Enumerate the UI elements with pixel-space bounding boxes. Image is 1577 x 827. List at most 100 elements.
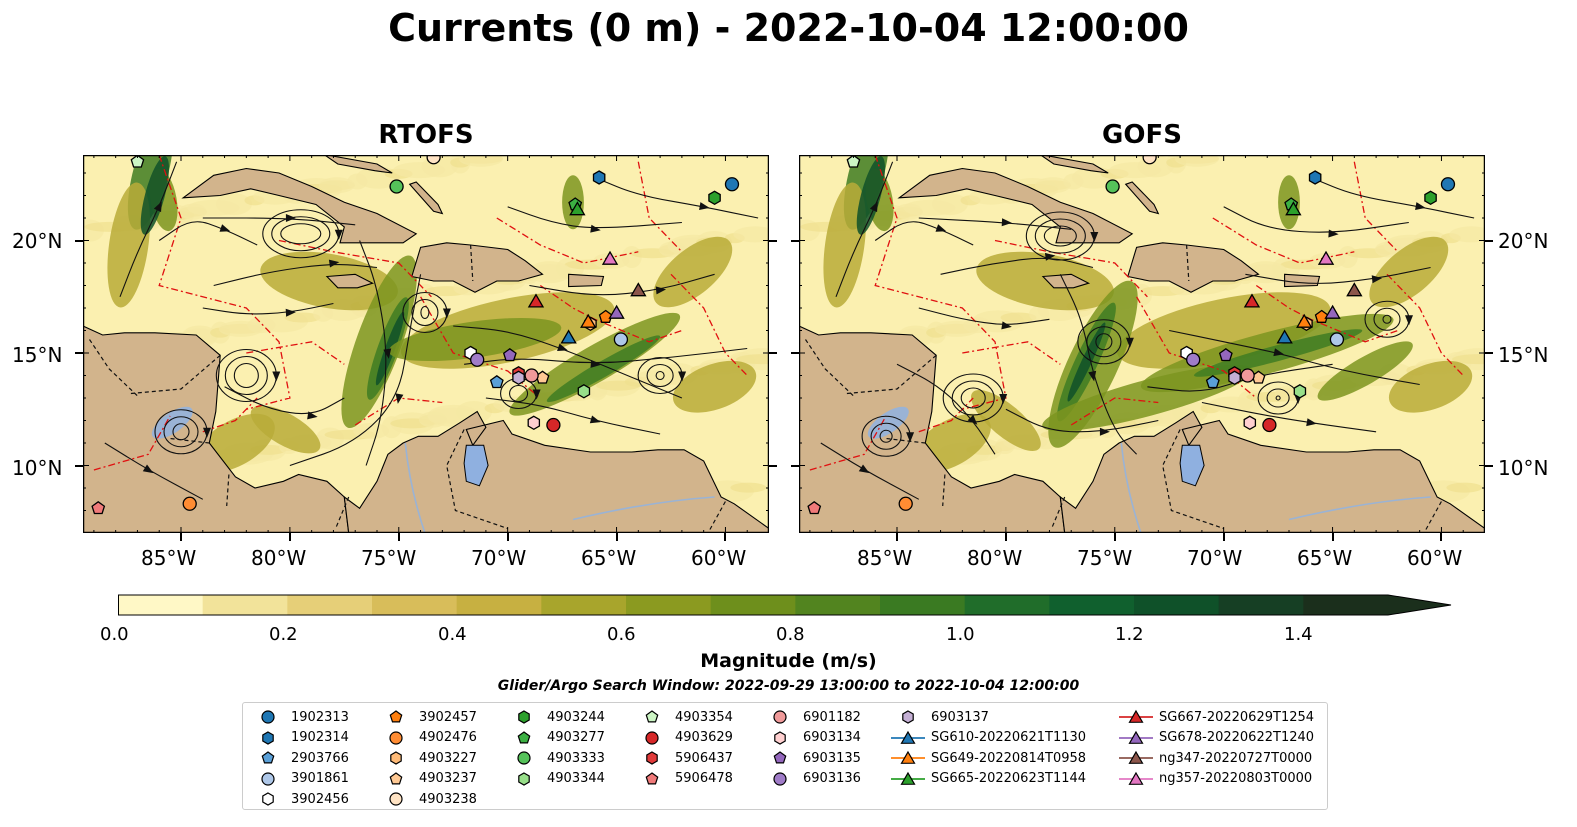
marker-6901182-gofs[interactable] [1240, 368, 1255, 383]
map-panel-gofs[interactable] [799, 155, 1485, 533]
outer-tick [1485, 239, 1493, 242]
marker-5906478-rtofs[interactable] [91, 501, 106, 515]
legend-label: 1902314 [291, 730, 349, 745]
marker-6903136-gofs[interactable] [1186, 352, 1201, 367]
legend-label: SG678-20220622T1240 [1159, 730, 1315, 745]
outer-tick [1485, 464, 1493, 467]
marker-4903244-rtofs[interactable] [708, 190, 721, 206]
legend-label: 4903629 [675, 730, 733, 745]
legend-item-4903277: 4903277 [507, 728, 605, 748]
triangle-marker-icon [1119, 771, 1153, 785]
colorbar-segment [1049, 595, 1135, 615]
x-tick-label-65w-rtofs: 65°W [581, 546, 637, 570]
marker-sg667-20220629t1254-rtofs[interactable] [527, 293, 545, 308]
marker-sg610-20220621t1130-gofs[interactable] [1276, 329, 1293, 344]
legend-label: 3901861 [291, 771, 349, 786]
x-tick-label-75w-gofs: 75°W [1077, 546, 1133, 570]
marker-4903629-rtofs[interactable] [546, 417, 561, 433]
legend-label: 4902476 [419, 730, 477, 745]
marker-6903134-rtofs[interactable] [527, 415, 541, 431]
marker-sg665-20220623t1144-gofs[interactable] [1285, 201, 1302, 216]
legend-item-4903354: 4903354 [635, 707, 733, 727]
marker-4903629-gofs[interactable] [1262, 417, 1277, 433]
marker-4903244-gofs[interactable] [1424, 190, 1437, 206]
marker-sg649-20220814t0958-gofs[interactable] [1296, 313, 1313, 328]
colorbar-label: Magnitude (m/s) [700, 650, 877, 672]
marker-4903238-rtofs[interactable] [426, 155, 441, 165]
pentagon-marker-icon [389, 771, 403, 784]
marker-1902313-rtofs[interactable] [724, 177, 740, 192]
marker-4903344-gofs[interactable] [1293, 384, 1307, 399]
marker-sg678-20220622t1240-gofs[interactable] [1324, 304, 1341, 319]
legend-item-4903344: 4903344 [507, 769, 605, 789]
marker-6903137-rtofs[interactable] [512, 370, 525, 386]
marker-6901182-rtofs[interactable] [524, 368, 539, 383]
colorbar-canvas [118, 594, 1452, 616]
marker-4903333-rtofs[interactable] [389, 179, 404, 194]
map-gofs-canvas [799, 155, 1485, 533]
colorbar-segment [1303, 595, 1389, 615]
colorbar-tick-1-2: 1.2 [1115, 624, 1144, 645]
legend-label: 4903244 [547, 709, 605, 725]
map-panel-rtofs[interactable] [83, 155, 769, 533]
marker-1902314-rtofs[interactable] [592, 170, 606, 185]
x-tick-label-60w-gofs: 60°W [1407, 546, 1463, 570]
marker-4903333-gofs[interactable] [1105, 179, 1120, 194]
marker-6903134-gofs[interactable] [1243, 415, 1257, 431]
marker-5906478-gofs[interactable] [807, 501, 822, 515]
marker-3902457-gofs[interactable] [1314, 309, 1329, 323]
marker-1902313-gofs[interactable] [1440, 177, 1456, 192]
marker-3902457-rtofs[interactable] [598, 309, 613, 323]
marker-sg649-20220814t0958-rtofs[interactable] [580, 313, 597, 328]
colorbar-segment [372, 595, 458, 615]
x-tick-label-80w-gofs: 80°W [967, 546, 1023, 570]
marker-3901861-gofs[interactable] [1329, 332, 1345, 347]
marker-4903238-gofs[interactable] [1142, 155, 1157, 165]
outer-tick [75, 464, 83, 467]
outer-tick [1222, 533, 1225, 541]
marker-3901861-rtofs[interactable] [613, 332, 629, 347]
marker-6903135-rtofs[interactable] [502, 348, 517, 362]
marker-6903135-gofs[interactable] [1218, 348, 1233, 362]
marker-4903344-rtofs[interactable] [577, 384, 591, 399]
marker-1902314-gofs[interactable] [1308, 170, 1322, 185]
marker-2903766-gofs[interactable] [1205, 375, 1220, 389]
marker-6903137-gofs[interactable] [1228, 370, 1241, 386]
figure-title: Currents (0 m) - 2022-10-04 12:00:00 [388, 6, 1189, 50]
outer-tick [769, 464, 777, 467]
marker-sg610-20220621t1130-rtofs[interactable] [560, 329, 577, 344]
outer-tick [288, 533, 291, 541]
y-tick-label-15n-left: 15°N [12, 343, 63, 367]
panel-title-rtofs: RTOFS [378, 120, 474, 150]
marker-ng357-20220803t0000-rtofs[interactable] [601, 250, 619, 265]
marker-ng347-20220727t0000-rtofs[interactable] [630, 282, 647, 297]
legend-label: 4903238 [419, 791, 477, 807]
map-rtofs-canvas [83, 155, 769, 533]
legend-item-sg665-20220623t1144: SG665-20220623T1144 [891, 769, 1086, 789]
colorbar-tick-1-0: 1.0 [946, 624, 975, 645]
legend-label: 3902456 [291, 791, 349, 807]
legend-item-2903766: 2903766 [251, 748, 349, 768]
hexagon-marker-icon [262, 792, 274, 806]
pentagon-marker-icon [261, 751, 275, 764]
legend-label: SG610-20220621T1130 [931, 730, 1087, 745]
marker-4902476-gofs[interactable] [898, 496, 913, 511]
marker-sg678-20220622t1240-rtofs[interactable] [608, 304, 625, 319]
marker-4903354-rtofs[interactable] [130, 155, 145, 168]
marker-6903136-rtofs[interactable] [470, 352, 485, 367]
marker-4902476-rtofs[interactable] [182, 496, 197, 511]
marker-4903354-gofs[interactable] [846, 155, 861, 168]
legend: 1902313 1902314 2903766 3901861 3902456 39024… [242, 702, 1328, 810]
legend-label: SG667-20220629T1254 [1159, 709, 1315, 725]
marker-ng347-20220727t0000-gofs[interactable] [1346, 282, 1363, 297]
marker-sg665-20220623t1144-rtofs[interactable] [569, 201, 586, 216]
colorbar-segment [626, 595, 712, 615]
marker-sg667-20220629t1254-gofs[interactable] [1243, 293, 1261, 308]
triangle-marker-icon [891, 750, 925, 764]
circle-marker-icon [261, 771, 275, 786]
legend-label: 4903277 [547, 730, 605, 745]
y-tick-label-10n-right: 10°N [1498, 456, 1549, 480]
marker-ng357-20220803t0000-gofs[interactable] [1317, 250, 1335, 265]
legend-label: ng347-20220727T0000 [1159, 750, 1313, 766]
marker-2903766-rtofs[interactable] [489, 375, 504, 389]
